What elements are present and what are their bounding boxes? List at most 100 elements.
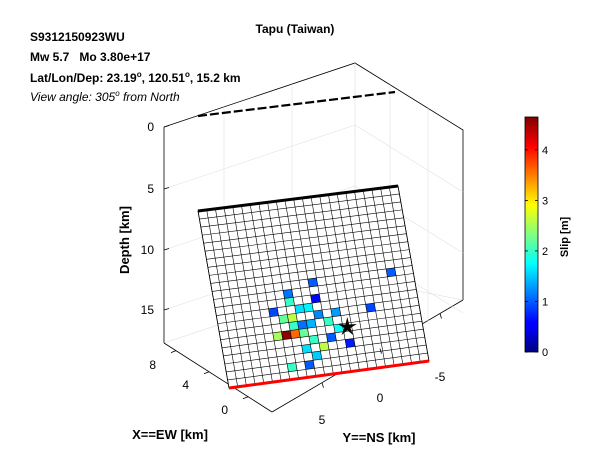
view-angle-line: View angle: 305o from North (30, 89, 180, 104)
slip-patch (306, 319, 317, 329)
slip-patch (288, 321, 299, 331)
mesh-line (216, 289, 417, 316)
degree-lat: o (136, 70, 142, 79)
slip-patch (290, 329, 301, 339)
view-suffix: from North (119, 90, 180, 104)
slip-patch (386, 267, 397, 277)
slip-patch (297, 320, 308, 330)
depth-tick (163, 125, 170, 128)
slip-patch (304, 360, 315, 370)
slip-patch (278, 314, 289, 324)
slip-patch (345, 338, 356, 348)
location-lon: , 120.51 (141, 71, 185, 85)
location-line: Lat/Lon/Dep: 23.19o, 120.51o, 15.2 km (30, 70, 241, 85)
mesh-line (199, 193, 400, 220)
mo-label: Mo 3.80e+17 (79, 50, 151, 64)
colorbar-tick-label: 3 (542, 195, 548, 207)
colorbar-tick-label: 0 (542, 347, 548, 359)
mesh-line (202, 209, 403, 236)
mesh-line (220, 312, 421, 341)
mesh-line (200, 201, 401, 228)
slip-patch (307, 277, 318, 288)
mesh-line (224, 336, 425, 365)
slip-patch (287, 362, 298, 372)
slip-patch (281, 330, 292, 340)
mesh-line (221, 320, 422, 349)
slip-patch (330, 307, 341, 317)
depth-axis: 0 5 10 15 (141, 120, 170, 317)
slip-patch (283, 289, 294, 299)
slip-patch (301, 344, 312, 354)
mesh-line (205, 225, 406, 252)
mesh-line (210, 257, 411, 284)
grid-line (163, 124, 356, 190)
mw-label: Mw 5.7 (30, 50, 70, 64)
slip-patch (326, 332, 337, 342)
y-tick (439, 313, 442, 319)
fault-top-edge (197, 184, 399, 213)
slip-patch (310, 293, 321, 304)
magnitude-line: Mw 5.7 Mo 3.80e+17 (30, 50, 150, 64)
slip-patch (313, 309, 324, 320)
y-tick (379, 348, 382, 354)
event-id: S9312150923WU (30, 30, 125, 44)
slip-patch (308, 335, 320, 345)
slip-patch (272, 331, 283, 341)
slip-patch (365, 303, 376, 313)
x-tick-label: 4 (182, 378, 189, 392)
mesh-line (214, 281, 415, 308)
chart-title: Tapu (Taiwan) (255, 22, 335, 36)
mesh-line (209, 249, 410, 276)
x-tick-label: 8 (149, 358, 156, 372)
depth-tick-label: 15 (141, 303, 155, 317)
y-axis-label: Y==NS [km] (343, 430, 416, 445)
colorbar: 0 1 2 3 4 Slip [m] (524, 116, 571, 359)
depth-tick (163, 187, 170, 190)
colorbar-gradient (524, 116, 539, 353)
x-axis-label: X==EW [km] (132, 427, 208, 442)
slip-patch (287, 313, 298, 323)
slip-patch (311, 351, 322, 361)
mesh-line (223, 328, 424, 357)
depth-tick-label: 0 (147, 120, 154, 134)
mesh-line (207, 241, 408, 268)
y-axis: 5 0 -5 (319, 313, 446, 427)
grid-line (354, 124, 464, 193)
colorbar-tick-label: 2 (542, 246, 548, 258)
depth-tick-label: 10 (141, 243, 155, 257)
location-dep: , 15.2 km (189, 71, 241, 85)
colorbar-tick-label: 1 (542, 296, 548, 308)
depth-tick-label: 5 (147, 182, 154, 196)
slip-patch (303, 303, 314, 313)
slip-patch (298, 328, 309, 338)
depth-axis-label: Depth [km] (117, 206, 132, 274)
fault-bottom-edge (228, 359, 430, 390)
slip-patch (323, 316, 334, 326)
hypocenter-star (337, 317, 357, 336)
surface-trace (197, 90, 396, 118)
mesh-line (213, 273, 414, 300)
depth-tick (163, 248, 170, 251)
x-tick (203, 371, 210, 375)
hypocenter-star-icon (337, 317, 357, 336)
degree-view: o (115, 89, 120, 98)
slip-patch (268, 307, 279, 317)
x-axis: 0 4 8 (149, 350, 249, 417)
slip-patch (284, 297, 295, 307)
slip-patches (268, 267, 397, 372)
mesh-line (217, 297, 418, 324)
view-prefix: View angle: 305 (30, 90, 116, 104)
x-tick-label: 0 (221, 403, 228, 417)
y-tick-label: 0 (377, 391, 384, 405)
y-tick-label: -5 (435, 370, 446, 384)
mesh-line (203, 217, 404, 244)
colorbar-label: Slip [m] (559, 217, 571, 258)
degree-lon: o (184, 70, 190, 79)
x-tick (242, 396, 249, 400)
x-tick (170, 350, 177, 354)
depth-tick (163, 308, 170, 311)
mesh-line (212, 265, 413, 292)
colorbar-ticks: 0 1 2 3 4 (525, 145, 548, 359)
colorbar-tick-label: 4 (542, 145, 548, 157)
